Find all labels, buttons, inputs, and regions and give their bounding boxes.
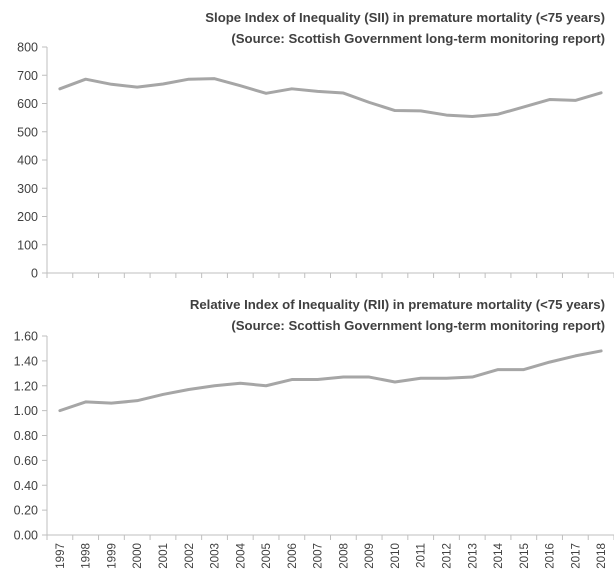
chart2-y-tick-label: 0.60 <box>14 454 38 468</box>
chart1-y-tick-label: 600 <box>17 97 38 111</box>
chart2-x-tick-label: 2017 <box>569 543 582 569</box>
chart2-x-tick-label: 2010 <box>389 543 402 569</box>
chart2-data-point <box>58 409 61 412</box>
chart2-x-tick-label: 2001 <box>157 543 170 569</box>
chart2-y-tick-label: 0.00 <box>14 529 38 543</box>
chart2-data-point <box>213 384 216 387</box>
chart1-y-tick-label: 200 <box>17 210 38 224</box>
chart1-plot: 0 100 200 300 400 500 600 700 800 <box>17 41 614 281</box>
chart1-data-point <box>316 90 319 93</box>
chart2-y-tick-label: 1.60 <box>14 330 38 344</box>
chart1-data-point <box>368 101 371 104</box>
chart1-data-point <box>239 84 242 87</box>
chart2-y-tick-label: 0.20 <box>14 504 38 518</box>
chart2-data-point <box>265 384 268 387</box>
chart2-x-tick-label: 2016 <box>544 543 557 569</box>
chart2-subtitle: (Source: Scottish Government long-term m… <box>231 318 605 333</box>
chart2-x-tick-label: 1999 <box>105 543 118 569</box>
chart2-data-point <box>161 393 164 396</box>
chart1-data-point <box>445 114 448 117</box>
chart2-x-tick-label: 2013 <box>466 543 479 569</box>
chart2-data-point <box>522 368 525 371</box>
chart2-x-tick-label: 2018 <box>595 543 608 569</box>
chart2-data-point <box>497 368 500 371</box>
chart2-x-tick-label: 2005 <box>260 543 273 569</box>
chart2-x-tick-label: 2008 <box>337 543 350 569</box>
chart1-y-tick-label: 0 <box>31 267 38 281</box>
chart2-x-tick-label: 2000 <box>131 543 144 569</box>
chart1-data-point <box>84 78 87 81</box>
chart2-data-point <box>187 388 190 391</box>
chart1-y-tick-label: 500 <box>17 125 38 139</box>
chart2-x-tick-label: 2015 <box>518 543 531 569</box>
chart2-data-point <box>471 376 474 379</box>
chart2-data-point <box>136 399 139 402</box>
chart1-data-point <box>548 98 551 101</box>
chart2-data-point <box>393 381 396 384</box>
chart2-series-line <box>58 349 603 413</box>
chart2-y-tick-label: 0.80 <box>14 429 38 443</box>
chart1-data-point <box>265 92 268 95</box>
chart2-y-tick-label: 1.40 <box>14 354 38 368</box>
chart2-x-tick-label: 2009 <box>363 543 376 569</box>
chart2-title: Relative Index of Inequality (RII) in pr… <box>190 297 605 312</box>
chart1-subtitle: (Source: Scottish Government long-term m… <box>231 31 605 46</box>
chart2-data-point <box>342 376 345 379</box>
chart1-data-point <box>136 86 139 89</box>
chart2-x-tick-label: 2006 <box>286 543 299 569</box>
chart2-x-tick-label: 1997 <box>54 543 67 569</box>
chart2-data-point <box>316 378 319 381</box>
chart1-y-tick-label: 300 <box>17 182 38 196</box>
chart1-data-point <box>574 99 577 102</box>
chart2-data-point <box>574 354 577 357</box>
chart2-data-point <box>110 402 113 405</box>
chart2-data-point <box>445 377 448 380</box>
chart1-data-point <box>290 87 293 90</box>
chart2-y-tick-label: 0.40 <box>14 479 38 493</box>
chart1-data-point <box>419 109 422 112</box>
chart2-y-tick-label: 1.00 <box>14 404 38 418</box>
chart1-title: Slope Index of Inequality (SII) in prema… <box>205 10 605 25</box>
chart1-data-point <box>600 91 603 94</box>
chart2-data-point <box>290 378 293 381</box>
chart1-y-tick-label: 100 <box>17 238 38 252</box>
chart2-x-tick-label: 2002 <box>183 543 196 569</box>
chart1-data-point <box>58 87 61 90</box>
chart1-data-point <box>393 109 396 112</box>
chart1-data-point <box>161 83 164 86</box>
chart1-data-point <box>522 105 525 108</box>
chart1-data-point <box>471 115 474 118</box>
chart2-x-tick-label: 2007 <box>312 543 325 569</box>
chart2-data-point <box>368 376 371 379</box>
chart2-plot: 0.00 0.20 0.40 0.60 0.80 1.00 1.20 1.40 1.60 1997… <box>14 330 614 569</box>
chart1-data-point <box>110 83 113 86</box>
chart2-data-point <box>419 377 422 380</box>
chart2-y-tick-label: 1.20 <box>14 379 38 393</box>
chart1-y-tick-label: 400 <box>17 154 38 168</box>
chart1-data-point <box>213 77 216 80</box>
chart1-data-point <box>497 113 500 116</box>
chart2-data-point <box>84 400 87 403</box>
chart1-y-tick-label: 700 <box>17 69 38 83</box>
chart1-data-point <box>342 92 345 95</box>
chart2-data-point <box>239 382 242 385</box>
chart2-x-tick-label: 2011 <box>415 543 428 568</box>
chart2-data-point <box>600 349 603 352</box>
chart1-series-line <box>58 77 603 118</box>
chart2-data-point <box>548 361 551 364</box>
chart2-x-tick-label: 2004 <box>234 542 247 568</box>
chart2-x-tick-label: 2012 <box>440 543 453 569</box>
chart2-x-tick-label: 2014 <box>492 542 505 568</box>
chart2-x-tick-label: 1998 <box>80 543 93 569</box>
chart1-y-tick-label: 800 <box>17 41 38 55</box>
chart1-data-point <box>187 78 190 81</box>
chart2-x-tick-label: 2003 <box>209 543 222 569</box>
